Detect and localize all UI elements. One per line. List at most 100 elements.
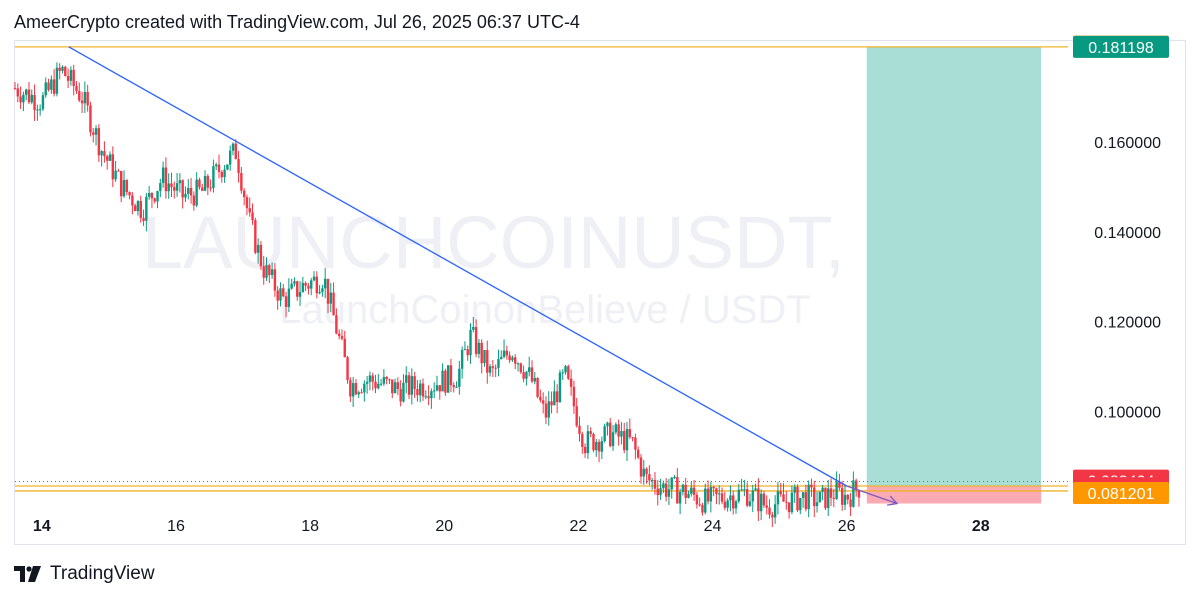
- tradingview-footer[interactable]: TradingView: [14, 563, 155, 585]
- candle-body: [72, 69, 75, 87]
- candle-body: [187, 187, 190, 194]
- price-tag-label: 0.181198: [1088, 40, 1154, 57]
- candle-body: [561, 372, 564, 374]
- candle-body: [676, 477, 679, 504]
- candle-body: [44, 82, 47, 96]
- stop-zone: [866, 485, 1042, 504]
- candle-body: [550, 401, 553, 406]
- candle-body: [751, 490, 754, 502]
- x-tick-label: 14: [33, 518, 51, 535]
- candle-body: [466, 349, 469, 356]
- candle-body: [583, 446, 587, 454]
- price-tags: 0.1812340.1811980.08340422:460.0818990.0…: [1073, 35, 1169, 504]
- candle-body: [631, 437, 634, 439]
- drawings[interactable]: [68, 46, 899, 506]
- candle-body: [175, 183, 179, 191]
- candle-body: [326, 278, 330, 304]
- candle-body: [558, 372, 562, 403]
- candle-body: [310, 280, 313, 289]
- y-tick-label: 0.100000: [1094, 404, 1161, 421]
- x-tick-label: 16: [167, 518, 185, 535]
- candle-body: [729, 495, 732, 501]
- candle-body: [119, 171, 123, 197]
- candle-body: [611, 432, 615, 447]
- y-tick-label: 0.140000: [1094, 225, 1161, 242]
- candle-body: [228, 150, 232, 165]
- candle-body: [664, 483, 668, 497]
- target-zone: [866, 46, 1042, 486]
- candle-body: [636, 449, 640, 458]
- candle-body: [723, 501, 727, 508]
- time-axis[interactable]: 14 16 18 20 22 24 26 28: [33, 518, 990, 535]
- candle-body: [78, 90, 81, 101]
- candle-body: [790, 492, 794, 513]
- candle-body: [279, 288, 282, 301]
- candle-body: [821, 487, 824, 492]
- price-axis[interactable]: 0.100000 0.120000 0.140000 0.160000: [1094, 135, 1161, 421]
- candle-body: [33, 94, 36, 111]
- candle-body: [396, 382, 400, 390]
- candle-body: [737, 489, 740, 502]
- candle-body: [581, 434, 584, 447]
- candle-body: [407, 375, 411, 395]
- candle-body: [22, 94, 25, 103]
- candle-body: [617, 424, 620, 437]
- candle-body: [639, 457, 643, 477]
- candle-body: [796, 486, 799, 511]
- symbol-watermark: LAUNCHCOINUSDT, 1h LaunchCoinonBelieve /…: [142, 201, 948, 332]
- candle-body: [273, 269, 277, 291]
- candle-body: [304, 283, 307, 286]
- candle-body: [804, 492, 808, 510]
- candle-body: [287, 288, 291, 307]
- candle-body: [16, 88, 19, 97]
- candle-body: [569, 378, 573, 387]
- candle-body: [539, 396, 542, 401]
- candle-body: [829, 488, 833, 498]
- candle-body: [178, 180, 182, 184]
- candle-body: [488, 366, 492, 373]
- candle-body: [754, 488, 757, 491]
- candle-body: [578, 425, 581, 435]
- candle-body: [645, 468, 648, 475]
- candle-body: [773, 504, 777, 518]
- x-tick-label: 26: [838, 518, 856, 535]
- candle-body: [441, 370, 444, 392]
- candle-body: [382, 376, 386, 384]
- candle-body: [555, 391, 559, 403]
- candle-body: [787, 502, 791, 513]
- candle-body: [743, 489, 746, 491]
- price-tag-label: 0.081201: [1088, 486, 1155, 503]
- candle-body: [83, 91, 87, 104]
- candle-body: [64, 66, 67, 77]
- candle-body: [268, 265, 271, 276]
- candle-body: [463, 349, 467, 351]
- footer-brand: TradingView: [50, 563, 155, 584]
- x-tick-label: 22: [569, 518, 587, 535]
- candle-body: [497, 359, 500, 368]
- candle-body: [58, 67, 61, 71]
- candle-body: [335, 315, 338, 334]
- candle-body: [125, 179, 128, 193]
- candle-body: [365, 381, 369, 384]
- candle-body: [564, 366, 567, 373]
- candle-body: [572, 386, 576, 407]
- candle-body: [198, 179, 201, 188]
- candle-body: [92, 132, 95, 135]
- candle-body: [332, 292, 335, 316]
- candle-body: [240, 173, 243, 191]
- candle-body: [50, 79, 53, 90]
- long-position-tool[interactable]: [866, 46, 1042, 504]
- chart-header: AmeerCrypto created with TradingView.com…: [14, 12, 580, 32]
- watermark-description: LaunchCoinonBelieve / USDT: [279, 288, 810, 332]
- candle-body: [625, 429, 629, 451]
- candle-body: [740, 489, 743, 491]
- candle-body: [94, 128, 98, 135]
- watermark-symbol: LAUNCHCOINUSDT, 1h: [142, 201, 948, 284]
- candle-body: [276, 290, 279, 301]
- candle-body: [670, 477, 673, 490]
- candle-body: [519, 363, 523, 373]
- candle-body: [337, 333, 341, 337]
- candle-body: [759, 493, 763, 512]
- candle-body: [106, 156, 109, 161]
